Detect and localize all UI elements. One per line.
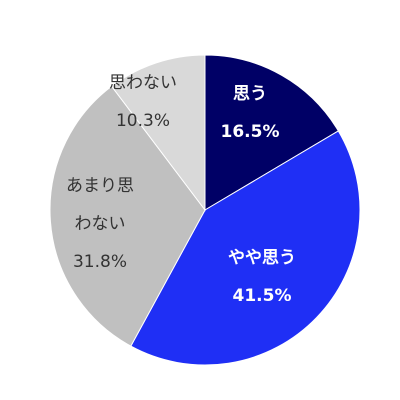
category-label: 思う (233, 84, 267, 104)
category-label: 思わない (109, 73, 177, 93)
slice-label: 思わない 10.3% (98, 64, 188, 140)
slice-label: やや思う 41.5% (207, 239, 317, 315)
value-label: 31.8% (72, 252, 127, 272)
value-label: 41.5% (232, 286, 292, 306)
pie-slice (49, 85, 206, 347)
pie-slice (110, 54, 206, 212)
slice-label: 思う 16.5% (210, 75, 290, 151)
value-label: 10.3% (115, 111, 170, 131)
pie-slice (130, 130, 361, 366)
category-label: あまり思わない (66, 176, 134, 234)
pie-slice (204, 54, 340, 211)
value-label: 16.5% (220, 122, 280, 142)
category-label: やや思う (228, 248, 296, 268)
slice-label: あまり思わない 31.8% (60, 167, 140, 281)
